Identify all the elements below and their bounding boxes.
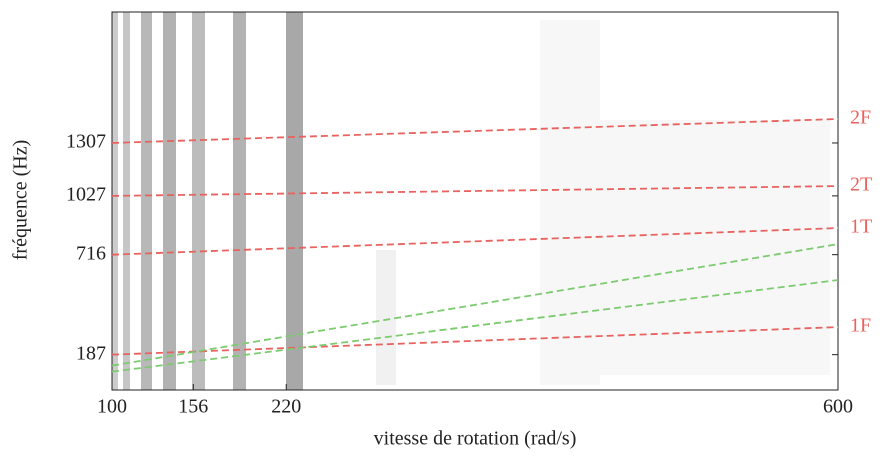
spectrogram-band — [600, 120, 830, 375]
spectrogram-band — [163, 12, 176, 390]
series-line — [111, 326, 839, 356]
y-tick-label: 1027 — [66, 183, 106, 205]
series-label: 1T — [850, 216, 872, 238]
spectrogram-band — [192, 12, 205, 390]
x-axis-label: vitesse de rotation (rad/s) — [374, 428, 577, 450]
spectrogram-band — [233, 12, 246, 390]
y-tick-label: 187 — [76, 342, 106, 364]
series-line — [111, 185, 839, 197]
spectrogram-band — [141, 12, 152, 390]
spectrogram-band — [376, 250, 396, 385]
spectrogram-band — [112, 12, 118, 390]
y-axis-label: fréquence (Hz) — [10, 140, 32, 260]
y-tick-label: 1307 — [66, 131, 106, 153]
x-tick-label: 100 — [97, 396, 127, 418]
spectrogram-band — [123, 12, 130, 390]
series-label: 2F — [850, 107, 871, 129]
x-tick-label: 156 — [178, 396, 208, 418]
x-tick-label: 600 — [823, 396, 853, 418]
spectrogram — [112, 12, 830, 390]
series-line — [111, 227, 839, 256]
y-tick-label: 716 — [76, 242, 106, 264]
series-label: 2T — [850, 174, 872, 196]
spectrogram-band — [286, 12, 303, 390]
series-line — [111, 118, 839, 144]
series-line — [111, 243, 839, 367]
series-label: 1F — [850, 315, 871, 337]
x-tick-label: 220 — [271, 396, 301, 418]
series-line — [111, 279, 839, 373]
plot-frame — [111, 11, 839, 391]
spectrogram-band — [540, 20, 600, 385]
